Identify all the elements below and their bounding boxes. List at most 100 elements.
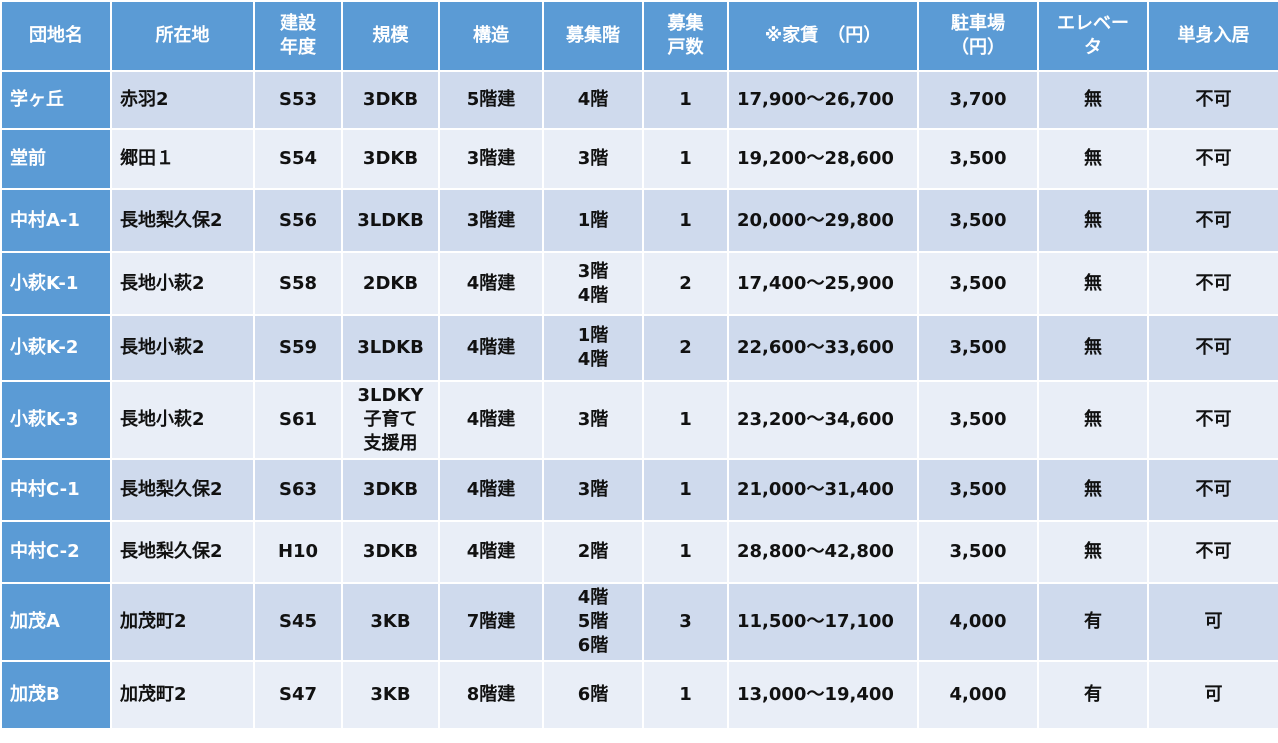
header-size: 規模 [341, 0, 440, 72]
estate-name-cell: 中村C-2 [0, 520, 112, 584]
header-rent: ※家賃 （円） [727, 0, 919, 72]
location-cell: 長地梨久保2 [110, 458, 255, 522]
header-parking: 駐車場 （円） [917, 0, 1039, 72]
floors-cell-line: 3階 [577, 479, 609, 500]
location-cell: 加茂町2 [110, 582, 255, 662]
parking-cell: 4,000 [917, 582, 1039, 662]
elevator-cell: 無 [1037, 458, 1149, 522]
table-row: 小萩K-2 長地小萩2 S59 3LDKB 4階建 1階 4階 2 22,600～33,600 3… [0, 314, 1278, 382]
size-cell: 3LDKB [341, 314, 440, 382]
header-elevator: エレベータ [1037, 0, 1149, 72]
size-cell-line: 3LDKB [357, 337, 424, 358]
floors-cell: 1階 [542, 188, 644, 253]
floors-cell-line: 6階 [577, 635, 609, 656]
built-year-cell: S63 [253, 458, 343, 522]
estate-name-cell: 加茂A [0, 582, 112, 662]
single-occupancy-cell: 可 [1147, 660, 1278, 730]
rent-cell: 19,200～28,600 [727, 128, 919, 190]
size-cell-line: 3DKB [362, 479, 419, 500]
size-cell: 3LDKB [341, 188, 440, 253]
structure-cell: 5階建 [438, 70, 544, 130]
floors-cell-line: 4階 [577, 89, 609, 110]
floors-cell: 3階 [542, 380, 644, 460]
table-row: 加茂A 加茂町2 S45 3KB 7階建 4階 5階 6階 3 11,500～17,100 4,00… [0, 582, 1278, 662]
table-row: 中村A-1 長地梨久保2 S56 3LDKB 3階建 1階 1 20,000～29,800 3,… [0, 188, 1278, 253]
parking-cell: 4,000 [917, 660, 1039, 730]
built-year-cell: S58 [253, 251, 343, 316]
single-occupancy-cell: 不可 [1147, 380, 1278, 460]
structure-cell: 4階建 [438, 458, 544, 522]
elevator-cell: 無 [1037, 70, 1149, 130]
size-cell-line: 3DKB [362, 541, 419, 562]
floors-cell: 3階 [542, 458, 644, 522]
floors-cell-line: 1階 [577, 209, 609, 231]
header-structure: 構造 [438, 0, 544, 72]
elevator-cell: 無 [1037, 314, 1149, 382]
single-occupancy-cell: 不可 [1147, 458, 1278, 522]
size-cell: 3LDKY 子育て支援用 [341, 380, 440, 460]
floors-cell-line: 1階 [577, 325, 609, 346]
rent-cell: 23,200～34,600 [727, 380, 919, 460]
rent-cell: 21,000～31,400 [727, 458, 919, 522]
units-cell: 3 [642, 582, 729, 662]
header-location: 所在地 [110, 0, 255, 72]
units-cell: 1 [642, 128, 729, 190]
built-year-cell: S59 [253, 314, 343, 382]
floors-cell-line: 3階 [577, 148, 609, 169]
size-cell: 3KB [341, 660, 440, 730]
units-cell: 2 [642, 251, 729, 316]
location-cell: 長地梨久保2 [110, 520, 255, 584]
rent-cell: 20,000～29,800 [727, 188, 919, 253]
size-cell: 2DKB [341, 251, 440, 316]
built-year-cell: H10 [253, 520, 343, 584]
floors-cell-line: 4階 [577, 284, 609, 306]
structure-cell: 4階建 [438, 251, 544, 316]
single-occupancy-cell: 可 [1147, 582, 1278, 662]
elevator-cell: 有 [1037, 660, 1149, 730]
estate-name-cell: 堂前 [0, 128, 112, 190]
floors-cell-line: 3階 [577, 409, 609, 430]
structure-cell: 3階建 [438, 188, 544, 253]
single-occupancy-cell: 不可 [1147, 70, 1278, 130]
table-row: 中村C-2 長地梨久保2 H10 3DKB 4階建 2階 1 28,800～42,800 3,5… [0, 520, 1278, 584]
table-row: 小萩K-1 長地小萩2 S58 2DKB 4階建 3階 4階 2 17,400～25,900 3,… [0, 251, 1278, 316]
estate-name-cell: 学ヶ丘 [0, 70, 112, 130]
estate-name-cell: 小萩K-2 [0, 314, 112, 382]
built-year-cell: S45 [253, 582, 343, 662]
size-cell-line: 3DKB [362, 148, 419, 169]
units-cell: 1 [642, 660, 729, 730]
size-cell: 3DKB [341, 520, 440, 584]
size-cell: 3DKB [341, 128, 440, 190]
size-cell-line: 2DKB [362, 272, 419, 294]
size-cell: 3DKB [341, 458, 440, 522]
built-year-cell: S54 [253, 128, 343, 190]
elevator-cell: 無 [1037, 520, 1149, 584]
parking-cell: 3,500 [917, 251, 1039, 316]
location-cell: 赤羽2 [110, 70, 255, 130]
structure-cell: 4階建 [438, 520, 544, 584]
size-cell-line: 支援用 [363, 433, 418, 454]
units-cell: 1 [642, 70, 729, 130]
size-cell: 3DKB [341, 70, 440, 130]
floors-cell: 2階 [542, 520, 644, 584]
size-cell-line: 3KB [370, 611, 411, 632]
floors-cell-line: 2階 [577, 541, 609, 562]
structure-cell: 3階建 [438, 128, 544, 190]
size-cell-line: 3LDKY [357, 385, 424, 406]
floors-cell-line: 4階 [577, 587, 609, 608]
estate-name-cell: 中村C-1 [0, 458, 112, 522]
size-cell-line: 子育て [363, 409, 418, 430]
built-year-cell: S47 [253, 660, 343, 730]
size-cell-line: 3KB [370, 684, 411, 705]
table-row: 加茂B 加茂町2 S47 3KB 8階建 6階 1 13,000～19,400 4,000 有可 [0, 660, 1278, 730]
floors-cell: 6階 [542, 660, 644, 730]
parking-cell: 3,500 [917, 520, 1039, 584]
table-header-row: 団地名 所在地 建設 年度 規模 構造 募集階 募集 戸数 ※家賃 （円） 駐車場（… [0, 0, 1278, 72]
location-cell: 長地小萩2 [110, 251, 255, 316]
rent-cell: 11,500～17,100 [727, 582, 919, 662]
floors-cell-line: 3階 [577, 260, 609, 282]
floors-cell-line: 6階 [577, 684, 609, 705]
built-year-cell: S61 [253, 380, 343, 460]
units-cell: 1 [642, 458, 729, 522]
